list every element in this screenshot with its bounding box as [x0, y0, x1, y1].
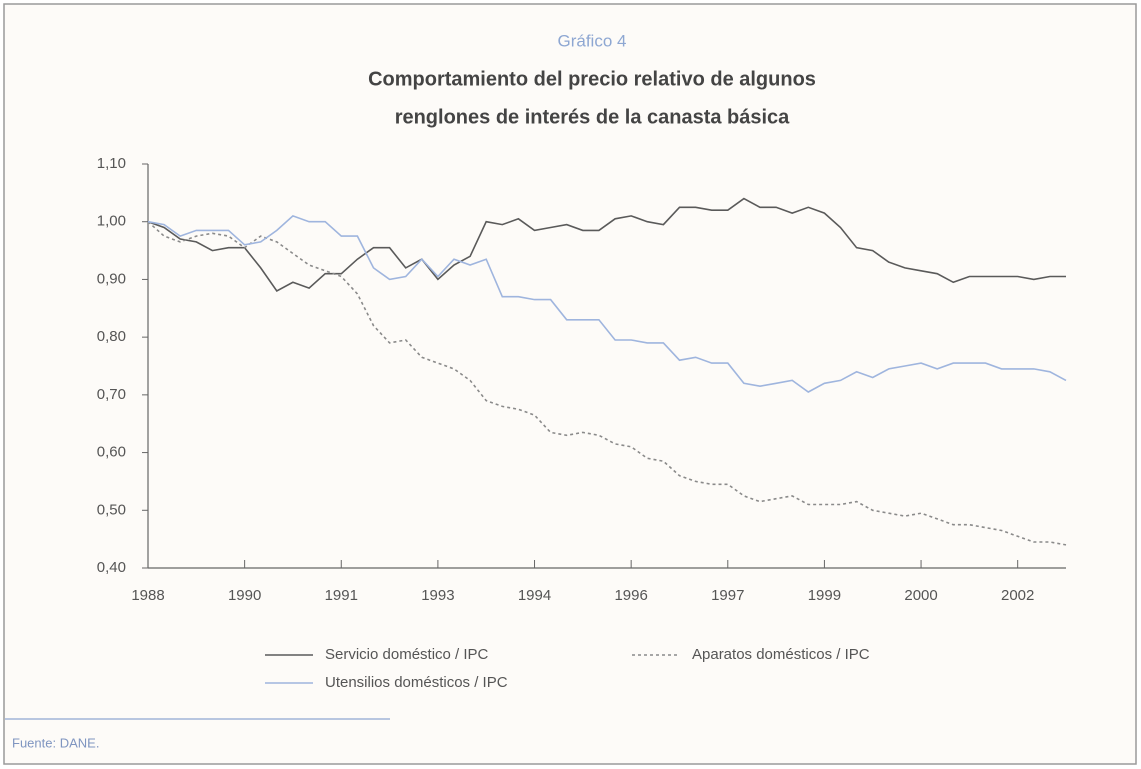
- series-line: [147, 197, 1066, 293]
- series-line: [147, 214, 1067, 393]
- x-tick-label: 1990: [228, 587, 261, 604]
- y-tick-label: 0,90: [97, 270, 126, 287]
- chart-title: renglones de interés de la canasta básic…: [395, 106, 790, 128]
- x-tick-label: 2002: [1001, 587, 1034, 604]
- y-tick-label: 0,50: [97, 501, 126, 518]
- x-tick-label: 1991: [325, 587, 358, 604]
- y-tick-label: 1,00: [97, 213, 126, 230]
- y-tick-label: 1,10: [97, 155, 126, 172]
- x-tick-label: 1993: [421, 587, 454, 604]
- x-tick-label: 1997: [711, 587, 744, 604]
- chart-title: Comportamiento del precio relativo de al…: [368, 68, 816, 90]
- y-tick-label: 0,80: [97, 328, 126, 345]
- x-tick-label: 2000: [904, 587, 937, 604]
- y-tick-label: 0,40: [97, 559, 126, 576]
- y-tick-label: 0,70: [97, 386, 126, 403]
- y-tick-label: 0,60: [97, 444, 126, 461]
- legend-label: Utensilios domésticos / IPC: [325, 674, 508, 691]
- legend-label: Servicio doméstico / IPC: [325, 646, 489, 663]
- series-line: [147, 221, 1067, 546]
- figure-label: Gráfico 4: [558, 31, 627, 50]
- frame: [3, 3, 1137, 765]
- x-tick-label: 1996: [614, 587, 647, 604]
- x-tick-label: 1994: [518, 587, 551, 604]
- source: Fuente: DANE.: [12, 735, 99, 750]
- legend-label: Aparatos domésticos / IPC: [692, 646, 870, 663]
- x-tick-label: 1999: [808, 587, 841, 604]
- x-tick-label: 1988: [131, 587, 164, 604]
